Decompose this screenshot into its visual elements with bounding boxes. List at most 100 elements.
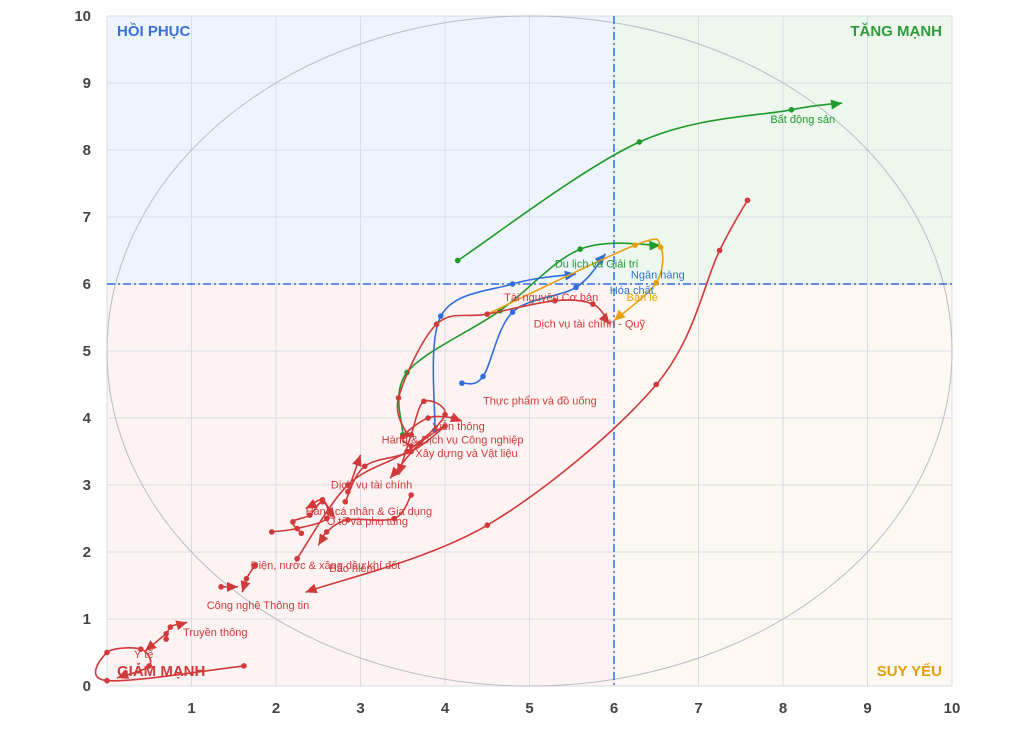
series-point	[104, 649, 110, 656]
series-label: Bán lẻ	[627, 292, 658, 304]
series-point	[437, 313, 444, 319]
series-point	[290, 519, 296, 525]
series-line	[432, 273, 577, 431]
series-label: Thực phẩm và đồ uống	[483, 396, 597, 408]
x-tick-label: 4	[441, 700, 450, 717]
x-tick-label: 6	[610, 700, 618, 717]
series-point	[425, 415, 431, 421]
series-label: Điện, nước & xăng dầu khí đốt	[251, 560, 401, 572]
series-point	[657, 244, 664, 250]
x-tick-label: 10	[944, 700, 961, 717]
series-label: Hàng & Dịch vụ Công nghiệp	[382, 434, 524, 446]
series-arrowhead	[305, 498, 318, 509]
series-trail	[163, 620, 188, 642]
series-point	[399, 433, 406, 440]
series-label: Du lịch và Giải trí	[555, 258, 639, 270]
series-trail	[454, 99, 843, 264]
series-point	[408, 431, 415, 438]
x-tick-label: 2	[272, 700, 280, 717]
series-point	[408, 492, 415, 498]
series-point	[307, 512, 313, 518]
series-point	[552, 297, 558, 304]
series-arrowhead	[305, 583, 318, 594]
series-point	[653, 381, 660, 388]
series-point	[391, 515, 398, 522]
series-point	[408, 448, 415, 455]
series-label: Truyền thông	[183, 627, 247, 639]
series-point	[509, 281, 516, 287]
series-point	[218, 584, 224, 590]
series-trail	[305, 197, 751, 594]
series-trail	[94, 646, 247, 684]
y-tick-label: 8	[83, 142, 91, 159]
series-point	[252, 562, 258, 569]
series-point	[345, 488, 351, 495]
series-trail	[317, 492, 415, 546]
series-trail	[144, 630, 169, 652]
series-point	[573, 284, 579, 291]
series-label: Ngân hàng	[631, 270, 685, 282]
series-arrowhead	[145, 640, 157, 652]
series-point	[146, 663, 153, 669]
series-label: Xây dựng và Vật liệu	[415, 448, 517, 460]
series-label: Viễn thông	[432, 420, 484, 433]
series-point	[323, 515, 330, 522]
series-trail	[395, 297, 611, 438]
series-point	[744, 197, 751, 204]
series-point	[454, 257, 461, 264]
series-arrowhead	[598, 312, 610, 325]
series-line	[457, 102, 843, 262]
series-trail	[342, 423, 448, 505]
series-label: Tài nguyên Cơ bản	[504, 292, 598, 304]
y-tick-label: 5	[83, 343, 91, 360]
series-point	[577, 246, 583, 252]
series-label: Bảo hiểm	[329, 563, 375, 575]
series-arrowhead	[240, 580, 251, 593]
series-trail	[218, 581, 238, 592]
series-arrowhead	[649, 240, 661, 251]
series-trail	[459, 253, 607, 386]
y-tick-label: 1	[83, 611, 91, 628]
series-point	[632, 242, 638, 248]
reference-ellipse	[106, 15, 953, 687]
series-arrowhead	[390, 466, 402, 479]
series-point	[395, 395, 402, 401]
series-line	[486, 238, 664, 322]
series-label: Hóa chất	[610, 285, 654, 297]
y-tick-label: 9	[83, 75, 91, 92]
series-point	[323, 529, 330, 535]
series-label: Dịch vụ tài chính	[331, 479, 412, 491]
series-point	[408, 443, 415, 449]
series-point	[421, 398, 427, 405]
series-point	[294, 555, 300, 562]
series-trail	[345, 454, 362, 495]
series-point	[241, 663, 247, 669]
series-point	[163, 630, 169, 637]
series-trail	[240, 562, 258, 593]
series-arrowhead	[175, 620, 188, 631]
quadrant-label: HỒI PHỤC	[117, 22, 191, 40]
y-tick-label: 6	[83, 276, 91, 293]
series-label: Công nghệ Thông tin	[207, 600, 310, 612]
series-label: Hàng cá nhân & Gia dụng	[306, 506, 433, 518]
series-arrowhead	[614, 309, 626, 321]
series-trail	[399, 412, 463, 449]
series-label: Dịch vụ tài chính - Quỹ	[534, 319, 646, 331]
series-arrowhead	[449, 412, 462, 422]
series-arrowhead	[324, 506, 336, 519]
y-tick-label: 3	[83, 477, 91, 494]
series-point	[319, 498, 326, 505]
series-label: Bất động sản	[770, 114, 835, 126]
series-trail	[290, 498, 336, 537]
series-point	[167, 624, 174, 630]
x-tick-label: 1	[187, 700, 195, 717]
series-point	[345, 517, 351, 523]
quadrant-label: GIẢM MẠNH	[117, 663, 205, 680]
series-point	[788, 107, 795, 113]
series-labels: Bất động sản Du lịch và Giải trí Hóa chất N…	[134, 114, 835, 661]
series-point	[653, 279, 660, 286]
series-point	[509, 309, 516, 315]
series-arrowhead	[830, 99, 843, 110]
series-point	[361, 463, 368, 470]
y-tick-label: 7	[83, 209, 91, 226]
